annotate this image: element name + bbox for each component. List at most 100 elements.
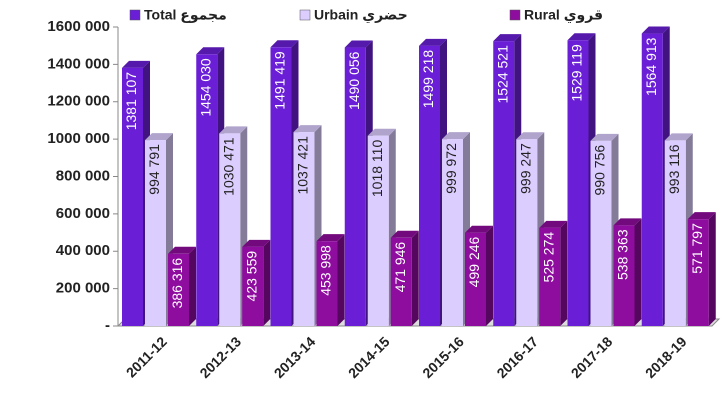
legend-label: Total مجموع bbox=[144, 7, 227, 24]
bar-top bbox=[390, 230, 419, 238]
bar-side bbox=[189, 246, 196, 326]
value-label: 471 946 bbox=[392, 242, 408, 293]
y-tick-label: 1600 000 bbox=[47, 18, 110, 35]
bar bbox=[687, 219, 709, 326]
value-label: 1529 119 bbox=[569, 44, 585, 102]
bar bbox=[145, 140, 166, 326]
x-tick-label: 2011-12 bbox=[123, 333, 170, 380]
bar-top bbox=[219, 126, 248, 134]
y-tick-label: 200 000 bbox=[56, 280, 110, 297]
value-label: 1454 030 bbox=[197, 58, 213, 117]
value-label: 571 797 bbox=[689, 223, 705, 274]
y-tick-label: - bbox=[105, 317, 110, 334]
value-label: 1564 913 bbox=[643, 37, 659, 96]
bar bbox=[367, 135, 389, 326]
value-label: 994 791 bbox=[146, 144, 162, 195]
bar bbox=[293, 132, 315, 326]
bar bbox=[539, 227, 561, 326]
x-tick-label: 2013-14 bbox=[271, 333, 319, 381]
bar-top bbox=[664, 133, 693, 141]
bar-top bbox=[493, 34, 522, 42]
y-tick-label: 1000 000 bbox=[47, 130, 110, 147]
x-tick-label: 2015-16 bbox=[419, 333, 467, 381]
bar bbox=[270, 47, 292, 326]
bar-top bbox=[316, 234, 345, 242]
value-label: 386 316 bbox=[169, 258, 185, 309]
value-label: 999 247 bbox=[517, 143, 533, 194]
x-tick-label: 2016-17 bbox=[493, 333, 541, 381]
bar-top bbox=[590, 133, 619, 141]
bar bbox=[219, 133, 241, 326]
bar-side bbox=[634, 218, 642, 326]
legend-label: Urbain حضري bbox=[314, 7, 408, 25]
bar bbox=[664, 140, 686, 326]
legend-swatch bbox=[129, 9, 141, 21]
bar-top bbox=[539, 220, 568, 228]
y-tick-label: 1200 000 bbox=[47, 93, 110, 110]
bar bbox=[590, 140, 612, 326]
bar bbox=[442, 139, 463, 326]
value-label: 1524 521 bbox=[494, 45, 510, 104]
bar-top bbox=[442, 132, 470, 140]
bar-top bbox=[613, 218, 642, 226]
y-tick-label: 400 000 bbox=[56, 242, 110, 259]
bar bbox=[168, 253, 189, 326]
x-tick-label: 2018-19 bbox=[642, 333, 690, 381]
value-label: 423 559 bbox=[243, 251, 259, 302]
value-label: 999 972 bbox=[443, 143, 459, 194]
value-label: 1490 056 bbox=[346, 51, 362, 110]
bar-top bbox=[567, 33, 596, 41]
value-label: 993 116 bbox=[666, 144, 682, 194]
bar-side bbox=[708, 212, 716, 326]
y-tick-label: 1400 000 bbox=[47, 55, 110, 72]
value-label: 1499 218 bbox=[420, 50, 436, 109]
legend-swatch bbox=[299, 9, 311, 21]
value-label: 1037 421 bbox=[295, 136, 311, 195]
value-label: 525 274 bbox=[540, 232, 556, 283]
bar-top bbox=[145, 133, 173, 141]
bar-top bbox=[687, 212, 716, 220]
bar-top bbox=[270, 40, 299, 48]
y-tick-label: 600 000 bbox=[56, 205, 110, 222]
bar bbox=[196, 54, 218, 327]
bar-top bbox=[516, 132, 545, 140]
value-label: 990 756 bbox=[592, 145, 608, 196]
bar-top bbox=[293, 125, 322, 133]
bar-side bbox=[263, 239, 271, 326]
bar bbox=[493, 41, 515, 327]
value-label: 499 246 bbox=[466, 236, 482, 287]
bar-top bbox=[242, 239, 271, 247]
bar-top bbox=[122, 60, 150, 68]
value-label: 538 363 bbox=[615, 229, 631, 280]
value-label: 453 998 bbox=[318, 245, 334, 296]
value-label: 1491 419 bbox=[272, 51, 288, 110]
bar-top bbox=[419, 38, 447, 46]
bar bbox=[567, 40, 589, 327]
bar-top bbox=[465, 225, 493, 233]
bar bbox=[419, 45, 440, 326]
bar-side bbox=[411, 230, 419, 326]
bar-top bbox=[641, 26, 670, 34]
y-tick-label: 800 000 bbox=[56, 167, 110, 184]
bar bbox=[122, 67, 143, 326]
bar-top bbox=[196, 47, 225, 55]
bar bbox=[316, 241, 338, 326]
bar-top bbox=[344, 40, 373, 48]
bar bbox=[516, 139, 538, 326]
bar bbox=[641, 33, 663, 326]
legend-swatch bbox=[509, 9, 521, 21]
bar-side bbox=[486, 225, 493, 326]
bar bbox=[344, 47, 366, 327]
value-label: 1381 107 bbox=[123, 72, 139, 131]
x-tick-label: 2012-13 bbox=[196, 333, 244, 381]
bar bbox=[613, 225, 635, 326]
bar bbox=[465, 232, 486, 326]
value-label: 1018 110 bbox=[369, 140, 385, 198]
value-label: 1030 471 bbox=[220, 137, 236, 196]
bar bbox=[390, 237, 412, 326]
bar-top bbox=[367, 128, 396, 136]
legend-label: Rural قروي bbox=[524, 7, 603, 25]
bar-side bbox=[560, 220, 568, 326]
bar-top bbox=[168, 246, 196, 254]
